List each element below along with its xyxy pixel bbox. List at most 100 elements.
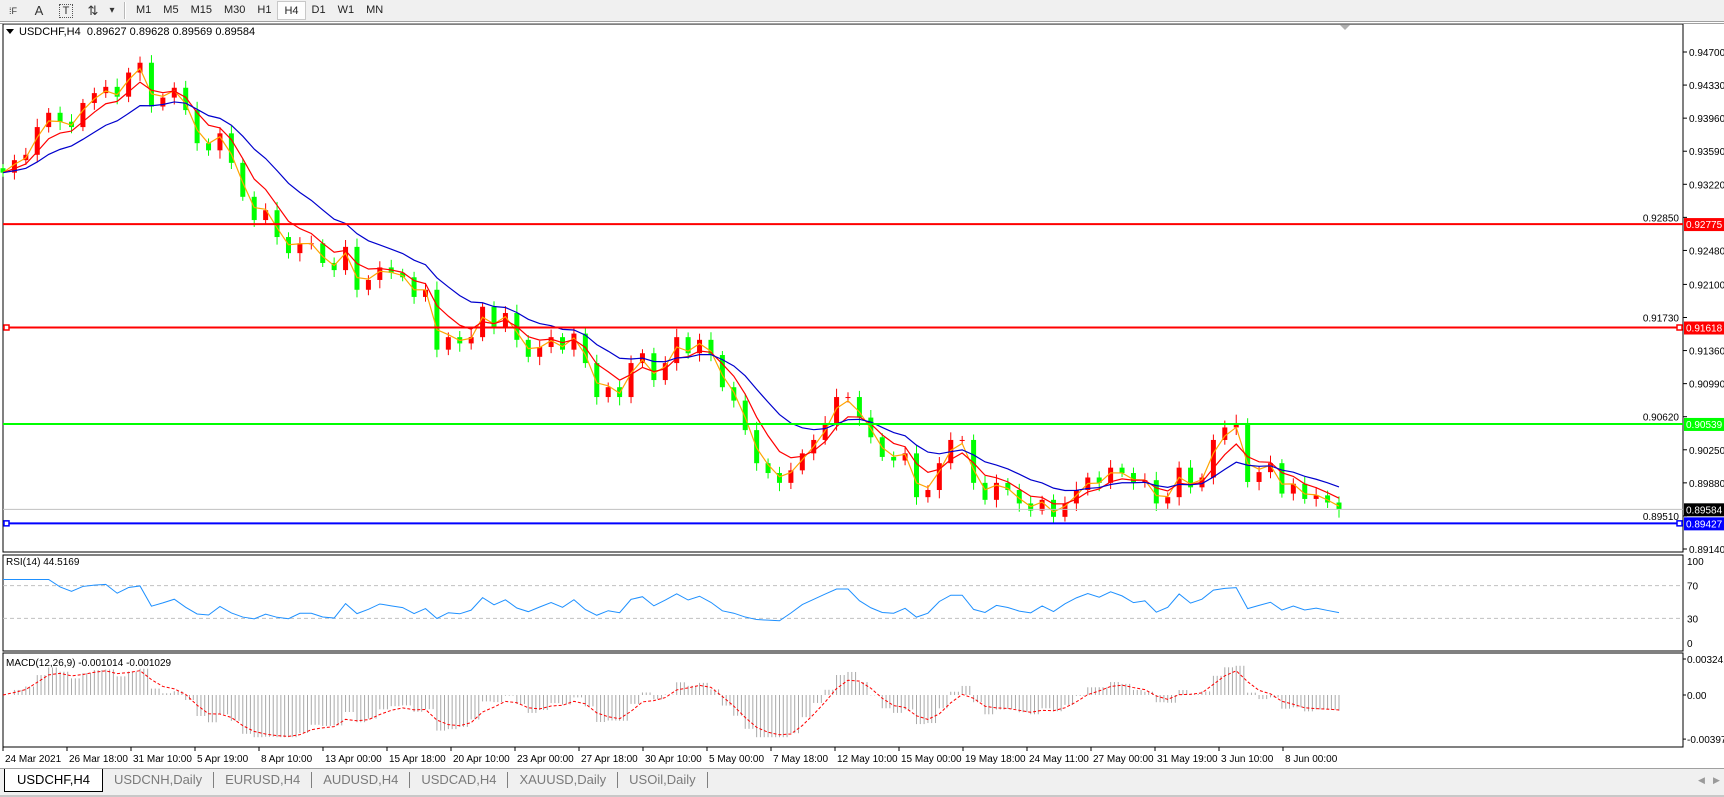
candle-body <box>719 355 725 388</box>
candle-body <box>685 337 691 354</box>
candle-body <box>228 133 234 163</box>
candle-body <box>445 337 451 350</box>
line-handle-icon[interactable] <box>3 324 10 331</box>
candle-body <box>902 453 908 461</box>
candle-body <box>959 439 965 441</box>
candle-body <box>422 289 428 297</box>
price-tick-label: 0.92480 <box>1689 246 1724 257</box>
tab-usdcad-h4[interactable]: USDCAD,H4 <box>410 772 509 788</box>
line-handle-icon[interactable] <box>1676 324 1683 331</box>
level-price-label: 0.91618 <box>1686 323 1723 334</box>
candle-body <box>103 86 109 94</box>
price-tick-label: 0.94330 <box>1689 81 1724 92</box>
tab-eurusd-h4[interactable]: EURUSD,H4 <box>214 772 313 788</box>
level-price-label: 0.90539 <box>1686 420 1723 431</box>
tab-audusd-h4[interactable]: AUDUSD,H4 <box>312 772 411 788</box>
chart-tabs: USDCHF,H4 USDCNH,Daily EURUSD,H4 AUDUSD,H4 U… <box>0 768 1724 797</box>
candle-body <box>434 289 440 350</box>
chevron-down-icon[interactable]: ▾ <box>109 5 115 16</box>
scroll-right-icon[interactable]: ▶ <box>1713 775 1720 785</box>
macd-tick-label: 0.003241 <box>1687 655 1724 666</box>
candle-body <box>1142 480 1148 483</box>
candle-body <box>331 262 337 271</box>
timeframe-m5[interactable]: M5 <box>163 4 179 16</box>
candle-body <box>1233 422 1239 428</box>
candle-body <box>776 473 782 483</box>
timeframe-w1[interactable]: W1 <box>337 4 355 16</box>
ma-slow-line <box>2 101 1340 492</box>
price-tick-label: 0.89140 <box>1689 545 1724 556</box>
candle-body <box>1188 467 1194 488</box>
price-tick-label: 0.94700 <box>1689 48 1724 59</box>
candle-body <box>914 453 920 498</box>
line-handle-icon[interactable] <box>3 520 10 527</box>
toolbar-separator <box>124 2 126 19</box>
level-price-label: 0.89427 <box>1686 519 1723 530</box>
candle-body <box>1210 439 1216 478</box>
candle-body <box>982 482 988 500</box>
candle-body <box>206 143 212 151</box>
timeframe-mn[interactable]: MN <box>366 4 384 16</box>
timeframe-m1[interactable]: M1 <box>136 4 152 16</box>
candle-body <box>411 277 417 297</box>
candle-body <box>742 400 748 431</box>
time-tick-label: 30 Apr 10:00 <box>645 754 702 765</box>
candle-body <box>594 363 600 398</box>
candle-body <box>1302 483 1308 499</box>
time-tick-label: 7 May 18:00 <box>773 754 828 765</box>
arrows-icon[interactable]: ⇅ <box>87 2 99 18</box>
candle-body <box>834 397 840 423</box>
tab-usdcnh-daily[interactable]: USDCNH,Daily <box>103 772 215 788</box>
time-tick-label: 26 Mar 18:00 <box>69 754 128 765</box>
candle-body <box>708 339 714 356</box>
candle-body <box>891 456 897 461</box>
candle-body <box>845 397 851 399</box>
text-label-icon[interactable]: T <box>59 3 73 18</box>
collapse-triangle-icon[interactable] <box>6 29 14 34</box>
candle-body <box>971 439 977 483</box>
scroll-left-icon[interactable]: ◀ <box>1698 775 1705 785</box>
line-handle-icon[interactable] <box>1676 520 1683 527</box>
time-tick-label: 5 May 00:00 <box>709 754 764 765</box>
candle-body <box>925 490 931 498</box>
tab-usdchf-h4[interactable]: USDCHF,H4 <box>4 769 103 792</box>
tab-usoil-daily[interactable]: USOil,Daily <box>618 772 708 788</box>
level-price-badge <box>1684 218 1724 232</box>
candle-body <box>491 306 497 328</box>
candle-body <box>697 339 703 354</box>
timeframe-d1[interactable]: D1 <box>311 4 326 16</box>
chart-shift-icon[interactable] <box>1340 25 1350 30</box>
candle-body <box>731 387 737 401</box>
text-icon[interactable]: A <box>34 3 44 18</box>
ma-mid-line <box>2 81 1340 505</box>
candle-body <box>537 346 543 357</box>
timeframe-h4[interactable]: H4 <box>277 1 306 20</box>
candles <box>0 55 1342 524</box>
candle-body <box>1062 503 1068 517</box>
candle-body <box>1039 499 1045 511</box>
timeframe-h1[interactable]: H1 <box>257 4 272 16</box>
ma-fast-line <box>2 67 1340 513</box>
bid-price-label: 0.89584 <box>1686 505 1723 516</box>
fibonacci-fan-icon[interactable]: ⁞F <box>9 5 17 16</box>
candle-body <box>126 72 132 97</box>
chart-area[interactable]: 0.94700 0.94330 0.93960 0.93590 0.93220 0.928… <box>0 22 1724 768</box>
candle-body <box>365 279 371 290</box>
tab-xauusd-daily[interactable]: XAUUSD,Daily <box>508 772 619 788</box>
candle-body <box>34 127 40 155</box>
timeframe-m15[interactable]: M15 <box>190 4 212 16</box>
candle-body <box>1130 473 1136 483</box>
candle-body <box>91 93 97 103</box>
time-tick-label: 15 May 00:00 <box>901 754 962 765</box>
time-tick-label: 23 Apr 00:00 <box>517 754 574 765</box>
candle-body <box>11 160 17 173</box>
level-price-label: 0.92775 <box>1686 220 1723 231</box>
macd-label: MACD(12,26,9) -0.001014 -0.001029 <box>6 658 172 669</box>
timeframe-m30[interactable]: M30 <box>223 4 246 16</box>
time-tick-label: 20 Apr 10:00 <box>453 754 510 765</box>
candle-body <box>674 337 680 364</box>
candle-body <box>548 337 554 347</box>
time-tick-label: 13 Apr 00:00 <box>325 754 382 765</box>
candle-body <box>148 62 154 107</box>
macd-histogram <box>13 665 1340 738</box>
